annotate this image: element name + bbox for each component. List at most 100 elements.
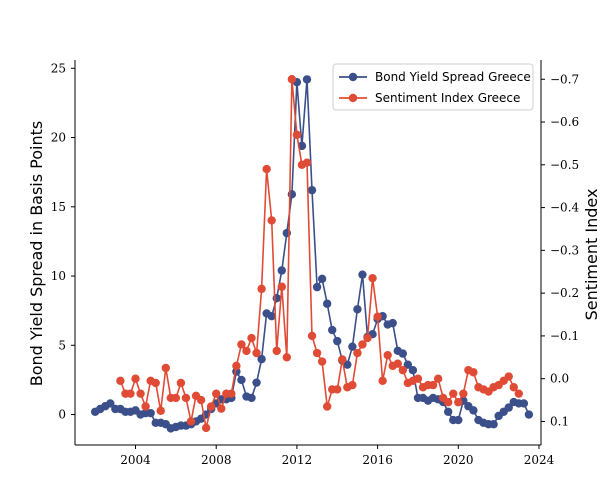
data-point xyxy=(489,420,498,429)
data-point xyxy=(287,75,297,84)
series-2 xyxy=(116,75,524,433)
data-point xyxy=(302,75,312,84)
data-point xyxy=(449,389,458,398)
data-point xyxy=(348,380,357,390)
data-point xyxy=(126,389,135,398)
y2-tick-label: 0.0 xyxy=(550,372,569,386)
data-point xyxy=(307,331,317,341)
data-point xyxy=(232,361,241,371)
series-layer xyxy=(90,75,534,433)
data-point xyxy=(312,348,322,358)
data-point xyxy=(292,130,302,140)
data-point xyxy=(444,407,453,416)
data-point xyxy=(343,360,352,369)
y-tick-label: 20 xyxy=(51,131,66,145)
y2-tick-label: −0.4 xyxy=(550,201,580,215)
data-point xyxy=(459,389,468,398)
legend-swatch-marker xyxy=(348,93,358,103)
y-tick-label: 0 xyxy=(58,408,66,422)
data-point xyxy=(156,406,165,415)
data-point xyxy=(322,402,332,411)
data-point xyxy=(469,406,478,415)
data-point xyxy=(454,415,463,425)
data-point xyxy=(131,374,140,383)
x-tick-label: 2020 xyxy=(443,453,474,467)
series-line xyxy=(94,79,530,430)
data-point xyxy=(398,349,408,358)
legend-item: Bond Yield Spread Greece xyxy=(339,70,531,84)
data-point xyxy=(181,393,191,403)
data-point xyxy=(227,389,236,398)
y2-tick-label: 0.1 xyxy=(550,414,569,428)
data-point xyxy=(413,374,423,383)
y-tick-label: 25 xyxy=(51,61,66,75)
data-point xyxy=(454,398,463,407)
data-point xyxy=(519,399,529,408)
data-point xyxy=(393,359,402,368)
data-point xyxy=(206,402,216,411)
data-point xyxy=(433,374,443,383)
legend-box xyxy=(332,63,534,111)
data-point xyxy=(373,312,382,321)
legend-item: Sentiment Index Greece xyxy=(339,91,520,105)
data-point xyxy=(257,284,266,294)
data-point xyxy=(312,282,322,292)
data-point xyxy=(262,164,271,174)
data-point xyxy=(363,333,372,343)
data-point xyxy=(151,378,160,388)
data-point xyxy=(237,375,246,385)
x-tick-label: 2016 xyxy=(362,453,393,467)
legend-label: Bond Yield Spread Greece xyxy=(375,70,531,84)
data-point xyxy=(368,273,377,283)
data-point xyxy=(333,336,342,346)
data-point xyxy=(338,355,347,364)
y2-tick-label: −0.2 xyxy=(550,286,579,300)
data-point xyxy=(217,404,226,413)
data-point xyxy=(186,417,196,426)
data-point xyxy=(136,389,145,398)
data-point xyxy=(171,393,181,403)
data-point xyxy=(444,398,453,407)
data-point xyxy=(302,158,312,167)
data-point xyxy=(358,270,367,279)
y-tick-label: 10 xyxy=(51,269,66,283)
data-point xyxy=(282,353,292,362)
y2-tick-label: −0.7 xyxy=(550,72,579,86)
y2-axis-title: Sentiment Index xyxy=(582,189,600,321)
data-point xyxy=(348,342,357,351)
data-point xyxy=(469,368,478,377)
data-point xyxy=(252,348,261,358)
data-point xyxy=(504,403,513,412)
data-point xyxy=(267,312,276,321)
y2-tick-label: −0.3 xyxy=(550,243,579,257)
data-point xyxy=(509,383,518,392)
data-point xyxy=(237,340,246,349)
series-1 xyxy=(90,75,534,433)
y-tick-label: 15 xyxy=(51,200,66,214)
data-point xyxy=(328,325,337,335)
data-point xyxy=(398,365,408,375)
data-point xyxy=(212,389,221,398)
x-tick-label: 2004 xyxy=(120,453,151,467)
data-point xyxy=(333,385,342,394)
data-point xyxy=(277,282,286,291)
data-point xyxy=(252,378,261,387)
data-point xyxy=(257,354,266,364)
data-point xyxy=(408,366,418,375)
data-point xyxy=(307,185,317,195)
x-tick-label: 2012 xyxy=(282,453,313,467)
data-point xyxy=(141,402,150,411)
series-line xyxy=(119,79,520,429)
data-point xyxy=(287,190,297,199)
data-point xyxy=(353,348,362,358)
data-point xyxy=(116,376,125,386)
data-point xyxy=(277,266,286,275)
data-point xyxy=(161,363,170,373)
legend: Bond Yield Spread Greece Sentiment Index … xyxy=(332,63,534,111)
data-point xyxy=(378,376,387,386)
data-point xyxy=(322,299,332,308)
legend-label: Sentiment Index Greece xyxy=(375,91,520,105)
data-point xyxy=(428,380,438,390)
y2-tick-label: −0.1 xyxy=(550,329,579,343)
